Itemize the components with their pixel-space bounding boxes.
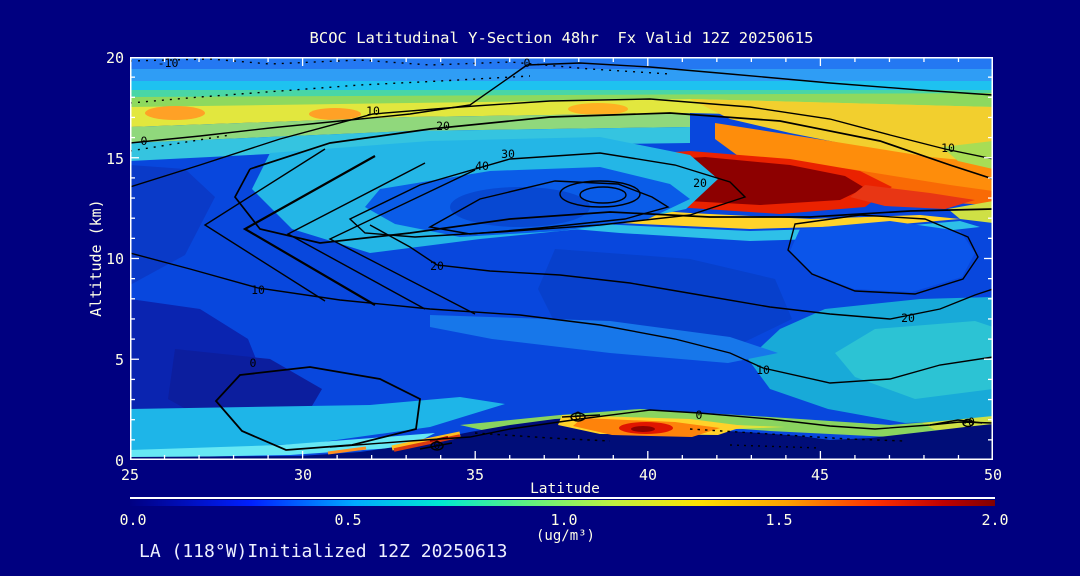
contour-label: 20 [901, 311, 915, 325]
x-tick-label: 45 [810, 466, 830, 484]
colorbar-tick-label: 2.0 [981, 511, 1009, 529]
contour-label: 30 [501, 147, 515, 161]
x-tick-label: 40 [638, 466, 658, 484]
contour-label: 0 [524, 57, 531, 70]
contour-label: 0 [696, 408, 703, 422]
contour-lines [130, 58, 993, 451]
x-tick-label: 50 [983, 466, 1003, 484]
y-axis-label: Altitude (km) [87, 199, 105, 317]
colorbar-tick-label: 0.5 [334, 511, 362, 529]
cross-section-plot: -10 0 0 10 20 30 40 20 10 10 20 20 10 0 … [130, 57, 993, 460]
contour-label: 20 [693, 176, 707, 190]
colorbar-tick-label: 0.0 [119, 511, 147, 529]
contour-label: 10 [941, 141, 955, 155]
colorbar-tick-label: 1.0 [550, 511, 578, 529]
y-tick-label: 15 [105, 150, 124, 168]
colorbar-top-rule [130, 497, 995, 499]
contour-label: 0 [250, 356, 257, 370]
y-tick-label: 5 [114, 351, 124, 369]
colorbar-tick-label: 1.5 [765, 511, 793, 529]
contour-label: 10 [366, 104, 380, 118]
x-axis-label: Latitude [530, 481, 600, 497]
contour-label: 40 [475, 159, 489, 173]
contour-label: 10 [251, 283, 265, 297]
x-tick-label: 35 [465, 466, 485, 484]
contour-label: 0 [141, 134, 148, 148]
cross-section-svg: -10 0 0 10 20 30 40 20 10 10 20 20 10 0 … [130, 57, 993, 460]
y-tick-label: 10 [105, 250, 124, 268]
axis-ticks [130, 57, 993, 460]
x-tick-label: 25 [120, 466, 140, 484]
contour-label: 0 [575, 409, 582, 423]
plot-frame [130, 57, 993, 460]
x-tick-label: 30 [293, 466, 313, 484]
y-tick-label: 0 [114, 452, 124, 470]
contour-label: 20 [430, 259, 444, 273]
y-tick-label: 20 [105, 49, 124, 67]
contour-label: 10 [756, 363, 770, 377]
footer-caption: LA (118°W)Initialized 12Z 20250613 [139, 541, 508, 562]
colorbar [130, 500, 995, 506]
colorbar-units: (ug/m³) [535, 528, 595, 544]
contour-label: 20 [436, 119, 450, 133]
terrain-silhouette [130, 417, 993, 460]
contour-label: 0 [434, 438, 441, 452]
contour-labels: -10 0 0 10 20 30 40 20 10 10 20 20 10 0 … [141, 57, 975, 452]
page-title: BCOC Latitudinal Y-Section 48hr Fx Valid… [309, 29, 814, 47]
contour-label: -10 [158, 57, 179, 70]
contour-label: -0 [961, 415, 975, 429]
